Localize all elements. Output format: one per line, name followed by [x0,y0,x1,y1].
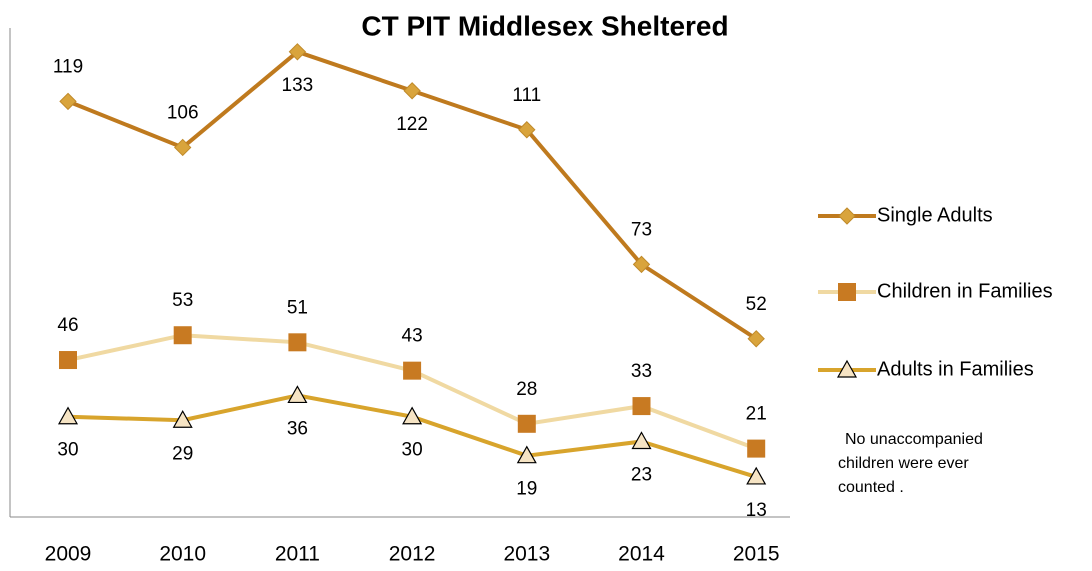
point [59,351,77,370]
data-label: 33 [631,361,652,382]
data-label: 29 [172,443,193,464]
legend-marker [838,207,856,225]
point [516,445,537,464]
x-tick-label: 2012 [389,543,436,566]
point [59,92,77,111]
data-label: 23 [631,465,652,486]
x-tick-label: 2015 [733,543,780,566]
data-label: 19 [516,479,537,500]
point [747,330,765,348]
legend-label: Adults in Families [877,358,1034,380]
point [172,410,193,428]
data-label: 28 [516,379,537,400]
data-label: 13 [746,500,767,521]
x-tick-label: 2014 [618,543,665,566]
note-line: No unaccompanied [845,431,983,448]
data-label: 106 [167,102,199,123]
point [517,414,536,433]
point [631,431,652,450]
note: No unaccompanied children were ever coun… [838,431,983,496]
point [632,255,651,274]
series-line [67,333,757,451]
point [403,82,421,100]
chart-title: CT PIT Middlesex Sheltered [361,10,728,41]
legend-marker [838,283,856,301]
point [632,397,651,416]
x-tick-label: 2010 [159,543,206,566]
data-label: 36 [287,418,308,439]
point [288,333,307,352]
data-label: 52 [746,294,767,315]
data-label: 53 [172,290,193,311]
note-line: counted . [838,479,904,496]
point [403,361,422,380]
data-label: 30 [57,440,78,461]
point [173,326,192,345]
note-line: children were ever [838,455,969,472]
data-label: 43 [402,326,423,347]
x-tick-label: 2011 [275,543,320,566]
point [747,439,766,458]
data-label: 119 [53,56,83,77]
data-label: 51 [287,297,308,318]
data-label: 111 [512,85,541,106]
point [288,43,307,61]
data-label: 21 [746,404,767,425]
x-tick-label: 2013 [503,543,550,566]
point [173,138,192,157]
legend-marker [836,359,858,378]
data-label: 122 [396,114,428,135]
data-label: 46 [57,315,78,336]
x-tick-label: 2009 [45,543,92,566]
data-label: 133 [282,75,314,96]
point [746,466,767,485]
legend-label: Single Adults [877,204,993,226]
data-label: 30 [402,440,423,461]
point [402,406,423,425]
point [518,121,536,139]
data-label: 73 [631,219,652,240]
point [287,385,308,404]
legend-label: Children in Families [877,280,1053,302]
point [57,406,79,425]
